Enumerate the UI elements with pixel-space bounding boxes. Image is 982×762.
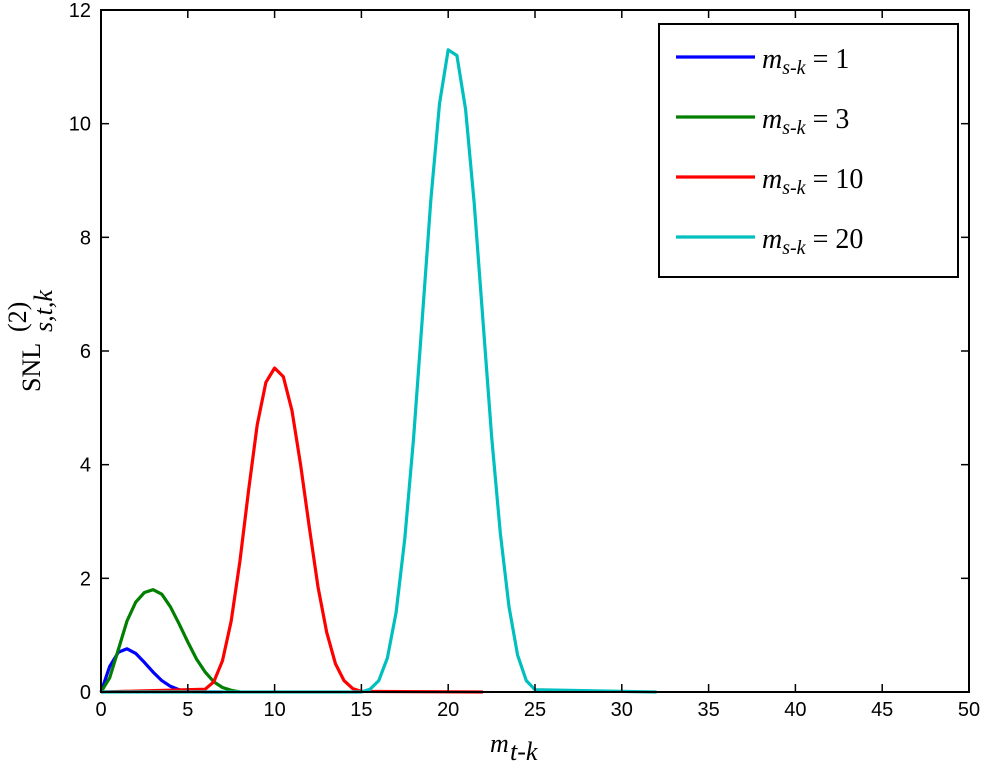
ticks-layer	[100, 9, 970, 693]
series-line-3	[100, 366, 483, 694]
x-tick-label: 5	[182, 699, 193, 721]
svg-text:t-k: t-k	[510, 737, 538, 762]
svg-text:SNL: SNL	[17, 343, 46, 392]
x-tick-label: 20	[437, 699, 459, 721]
svg-text:m: m	[490, 729, 509, 758]
x-tick-label: 15	[350, 699, 372, 721]
x-tick-label: 0	[95, 699, 106, 721]
series-line-4	[101, 48, 657, 694]
x-tick-label: 35	[697, 699, 719, 721]
legend: ms-k = 1 ms-k = 3 ms-k = 10 ms-k = 20	[658, 23, 959, 278]
y-tick-label: 4	[80, 455, 91, 477]
x-tick-label: 50	[958, 699, 980, 721]
x-tick-label: 30	[611, 699, 633, 721]
legend-label-3: ms-k = 10	[762, 164, 863, 199]
legend-label-4: ms-k = 20	[762, 224, 863, 259]
x-tick-label: 40	[784, 699, 806, 721]
y-tick-label: 12	[69, 0, 91, 22]
y-tick-label: 2	[80, 568, 91, 590]
y-tick-label: 8	[80, 227, 91, 249]
svg-text:(2): (2)	[3, 302, 32, 332]
y-tick-label: 6	[80, 341, 91, 363]
plot-frame	[100, 9, 970, 693]
series-layer	[99, 48, 657, 694]
x-tick-label: 10	[263, 699, 285, 721]
legend-box	[658, 23, 959, 278]
x-axis-label: m t-k	[490, 729, 538, 762]
y-tick-label: 0	[80, 682, 91, 704]
y-axis-label: SNL (2) s,t,k	[3, 290, 58, 392]
svg-text:s,t,k: s,t,k	[29, 290, 58, 332]
series-line-2	[99, 588, 241, 694]
x-tick-label: 25	[524, 699, 546, 721]
legend-label-2: ms-k = 3	[762, 104, 849, 139]
x-tick-label: 45	[871, 699, 893, 721]
legend-label-1: ms-k = 1	[762, 44, 849, 79]
tick-labels: 0 5 10 15 20 25 30 35 40 45 50 0 2 4 6 8 10 12	[69, 0, 980, 721]
y-tick-label: 10	[69, 114, 91, 136]
